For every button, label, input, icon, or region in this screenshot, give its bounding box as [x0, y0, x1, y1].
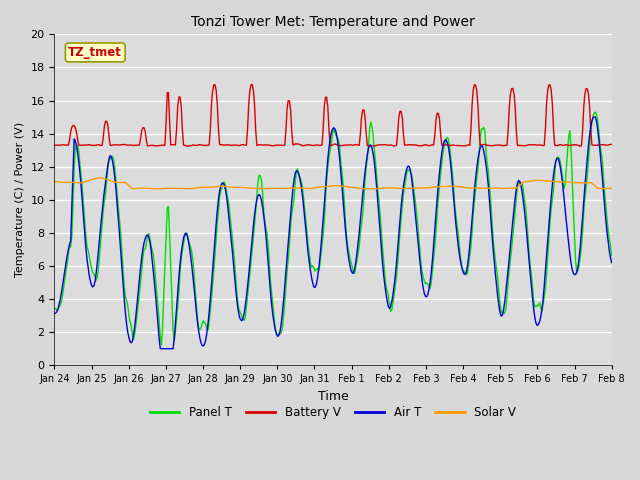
- Solar V: [96, 175, 104, 180]
- Panel T: [608, 252, 616, 258]
- Solar V: [463, 185, 470, 191]
- Battery V: [558, 142, 566, 148]
- Panel T: [225, 202, 233, 208]
- Panel T: [51, 306, 58, 312]
- Solar V: [51, 179, 58, 184]
- Air T: [390, 283, 398, 289]
- Battery V: [608, 142, 616, 147]
- Air T: [225, 215, 233, 220]
- Solar V: [364, 186, 371, 192]
- Air T: [558, 173, 566, 179]
- Y-axis label: Temperature (C) / Power (V): Temperature (C) / Power (V): [15, 122, 25, 277]
- Air T: [461, 271, 469, 277]
- Battery V: [248, 82, 256, 87]
- Battery V: [51, 143, 58, 148]
- Air T: [287, 212, 294, 218]
- Solar V: [559, 179, 566, 185]
- Air T: [51, 311, 58, 317]
- Panel T: [591, 109, 599, 115]
- Text: TZ_tmet: TZ_tmet: [68, 46, 122, 59]
- Panel T: [364, 156, 371, 162]
- Solar V: [225, 184, 233, 190]
- Line: Panel T: Panel T: [54, 112, 612, 345]
- Line: Solar V: Solar V: [54, 178, 612, 189]
- Line: Battery V: Battery V: [54, 84, 612, 146]
- Panel T: [558, 168, 566, 174]
- Battery V: [364, 143, 371, 148]
- Air T: [364, 151, 371, 157]
- Battery V: [287, 107, 294, 112]
- Air T: [590, 114, 598, 120]
- Panel T: [157, 342, 165, 348]
- Solar V: [287, 185, 294, 191]
- Panel T: [461, 270, 469, 276]
- Battery V: [390, 143, 398, 149]
- Battery V: [577, 143, 584, 149]
- X-axis label: Time: Time: [317, 390, 348, 403]
- Battery V: [224, 142, 232, 148]
- Air T: [156, 346, 164, 351]
- Panel T: [287, 224, 294, 230]
- Title: Tonzi Tower Met: Temperature and Power: Tonzi Tower Met: Temperature and Power: [191, 15, 475, 29]
- Battery V: [461, 143, 469, 149]
- Air T: [608, 260, 616, 265]
- Solar V: [608, 185, 616, 191]
- Solar V: [367, 186, 374, 192]
- Legend: Panel T, Battery V, Air T, Solar V: Panel T, Battery V, Air T, Solar V: [145, 401, 521, 424]
- Panel T: [390, 292, 398, 298]
- Line: Air T: Air T: [54, 117, 612, 348]
- Solar V: [392, 185, 399, 191]
